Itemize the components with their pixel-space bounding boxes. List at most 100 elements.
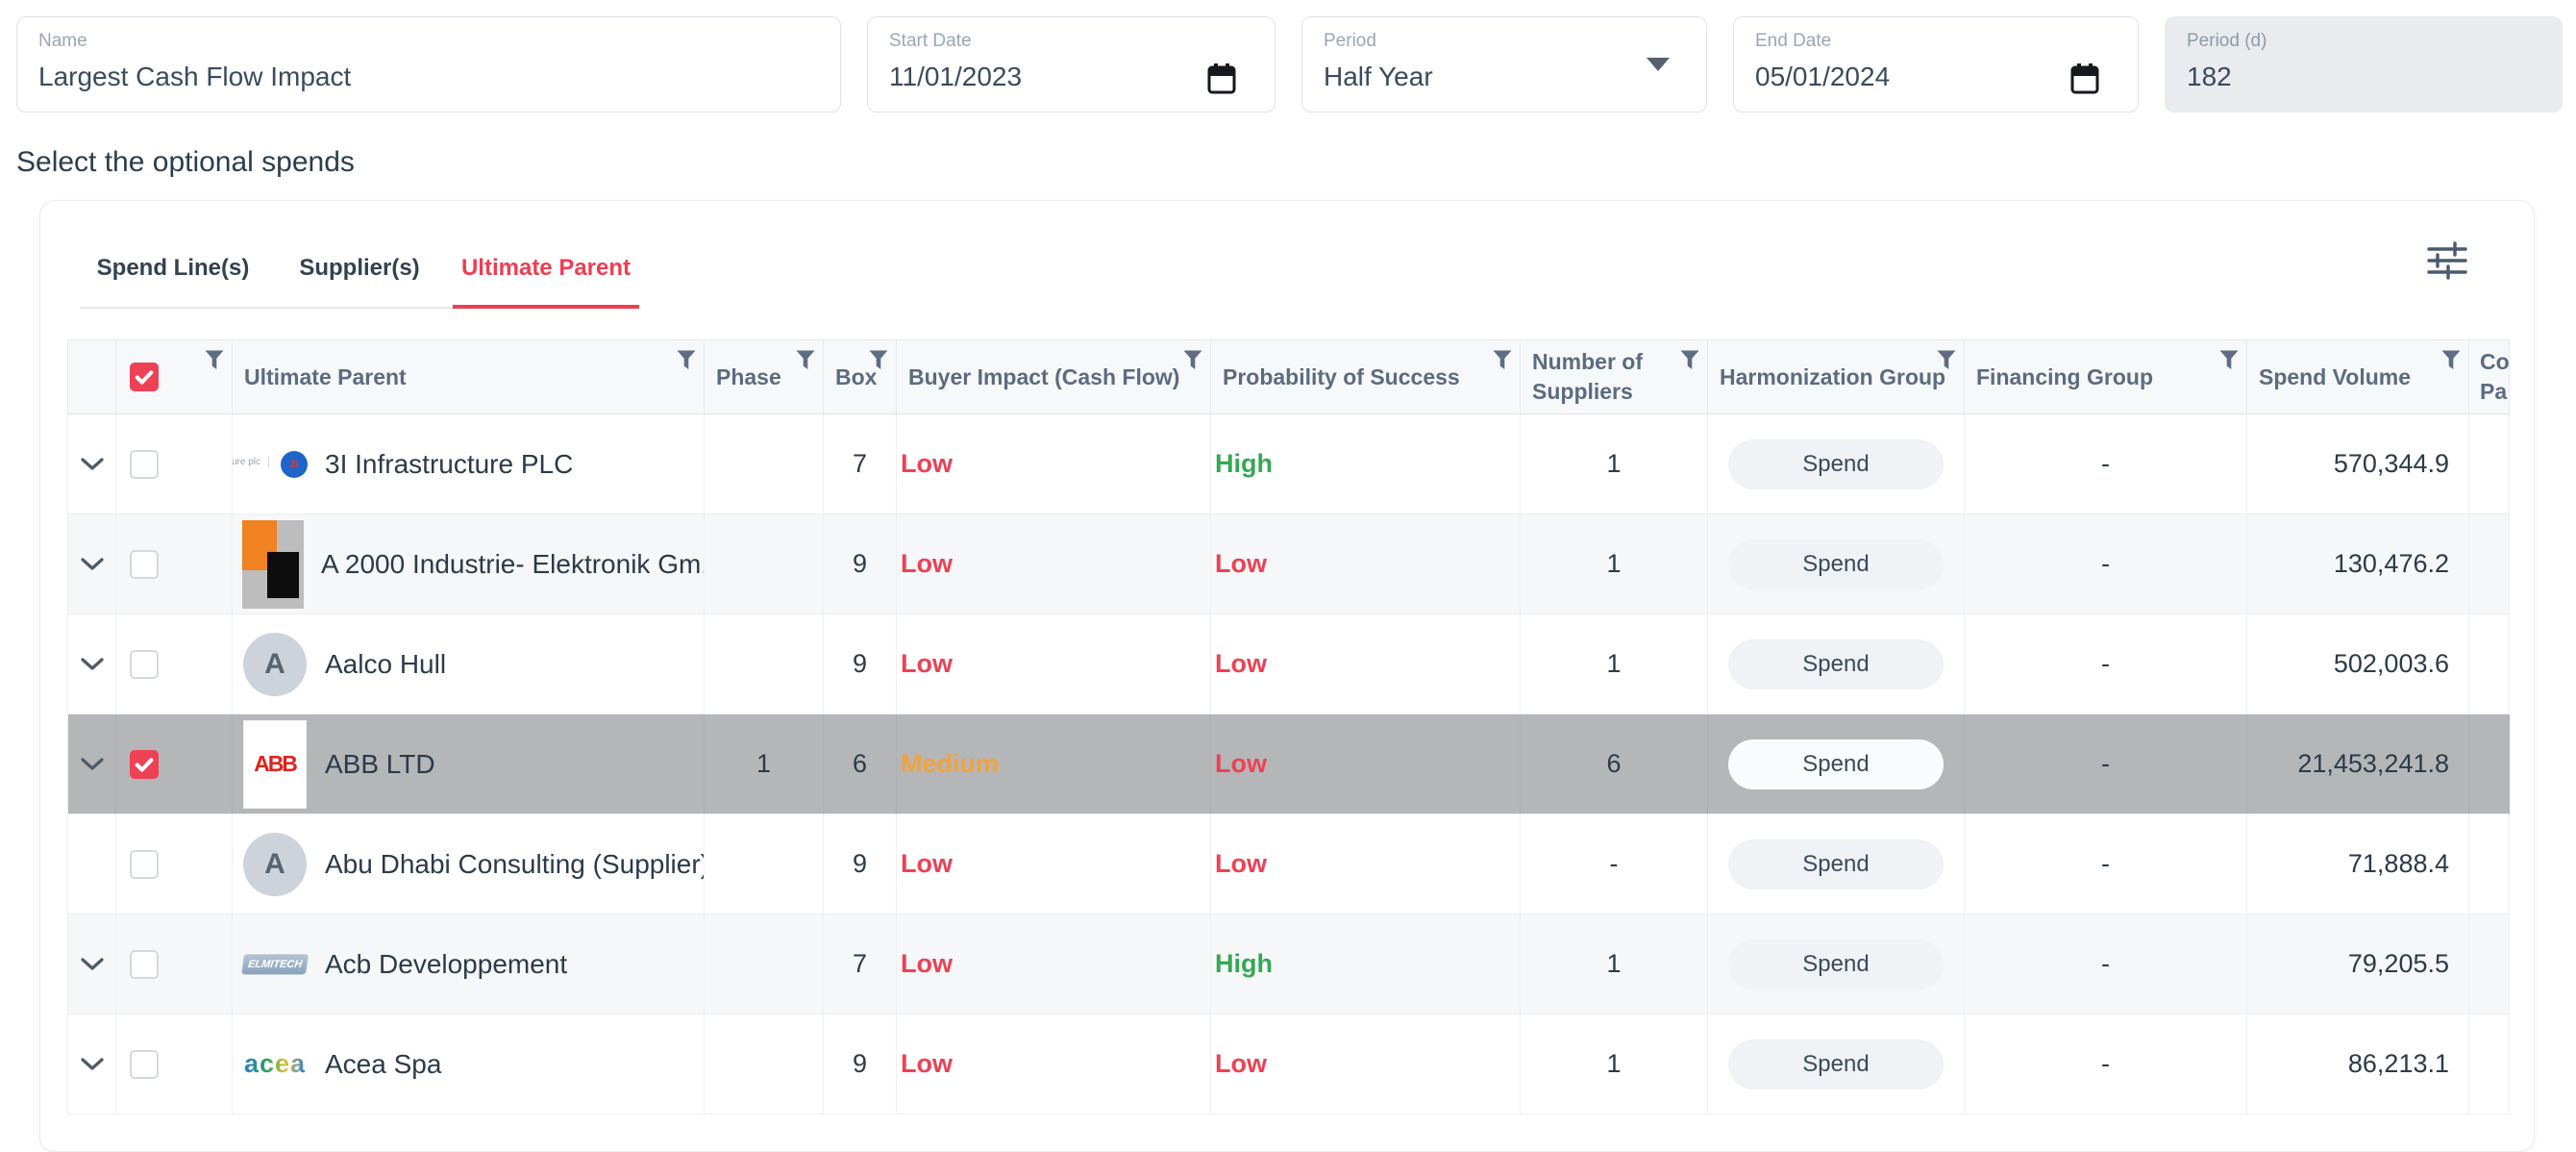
end-date-field[interactable]: End Date 05/01/2024 <box>1733 16 2139 113</box>
box-cell: 9 <box>824 514 897 614</box>
spend-pill-button[interactable]: Spend <box>1728 538 1944 589</box>
header-spend-volume: Spend Volume <box>2247 339 2469 414</box>
funnel-filter-icon[interactable] <box>795 349 816 372</box>
spend-pill-button[interactable]: Spend <box>1728 1039 1944 1089</box>
expand-cell[interactable] <box>67 514 116 614</box>
spend-volume-cell: 570,344.9 <box>2247 414 2469 514</box>
header-ultimate-parent: Ultimate Parent <box>233 339 705 414</box>
header-phase: Phase <box>705 339 824 414</box>
tab-spend-lines[interactable]: Spend Line(s) <box>80 230 266 307</box>
checkbox-cell[interactable] <box>116 714 233 814</box>
period-select-field[interactable]: Period Half Year <box>1301 16 1707 113</box>
expand-cell[interactable] <box>67 914 116 1014</box>
tab-label: Supplier(s) <box>299 255 420 281</box>
box-cell: 6 <box>824 714 897 814</box>
start-date-field[interactable]: Start Date 11/01/2023 <box>867 16 1276 113</box>
table-row[interactable]: ELMITECH Acb Developpement 7 Low High 1 S… <box>67 914 2510 1014</box>
name-value[interactable]: Largest Cash Flow Impact <box>38 62 352 91</box>
row-checkbox[interactable] <box>130 749 159 779</box>
spend-selection-card: Spend Line(s) Supplier(s) Ultimate Paren… <box>39 200 2535 1152</box>
tab-label: Spend Line(s) <box>96 255 250 281</box>
probability-cell: Low <box>1211 614 1521 714</box>
chevron-down-icon[interactable] <box>81 958 104 971</box>
calendar-icon[interactable] <box>2070 63 2099 94</box>
row-checkbox[interactable] <box>130 649 159 679</box>
funnel-filter-icon[interactable] <box>2218 349 2240 372</box>
financing-cell: - <box>1965 614 2247 714</box>
spend-pill-button[interactable]: Spend <box>1728 939 1944 989</box>
chevron-down-icon[interactable] <box>81 758 104 771</box>
row-checkbox[interactable] <box>130 1049 159 1079</box>
financing-cell: - <box>1965 714 2247 814</box>
tune-sliders-icon[interactable] <box>2424 238 2470 284</box>
table-row[interactable]: acea Acea Spa 9 Low Low 1 Spend - 86,213.… <box>67 1014 2510 1114</box>
checkbox-cell[interactable] <box>116 914 233 1014</box>
chevron-down-icon[interactable] <box>81 558 104 571</box>
expand-cell[interactable] <box>67 714 116 814</box>
checkbox-cell[interactable] <box>116 814 233 914</box>
financing-cell: - <box>1965 414 2247 514</box>
buyer-impact-cell: Low <box>897 1014 1211 1114</box>
row-checkbox[interactable] <box>130 949 159 979</box>
table-row[interactable]: A Aalco Hull 9 Low Low 1 Spend - 502,003.… <box>67 614 2510 714</box>
table-row-selected[interactable]: ABB ABB LTD 1 6 Medium Low 6 Spend - 21,4… <box>67 714 2510 814</box>
harmonization-cell: Spend <box>1708 714 1965 814</box>
phase-cell <box>705 514 824 614</box>
ultimate-parent-cell: ABB ABB LTD <box>233 714 705 814</box>
end-date-value[interactable]: 05/01/2024 <box>1755 62 1891 91</box>
name-field[interactable]: Name Largest Cash Flow Impact <box>16 16 841 113</box>
checkbox-cell[interactable] <box>116 514 233 614</box>
row-checkbox[interactable] <box>130 849 159 879</box>
spend-pill-button[interactable]: Spend <box>1728 839 1944 889</box>
row-checkbox[interactable] <box>130 449 159 479</box>
financing-cell: - <box>1965 914 2247 1014</box>
table-row[interactable]: A Abu Dhabi Consulting (Supplier) 9 Low L… <box>67 814 2510 914</box>
financing-cell: - <box>1965 1014 2247 1114</box>
start-date-value[interactable]: 11/01/2023 <box>889 62 1023 91</box>
period-days-label: Period (d) <box>2187 31 2267 51</box>
chevron-down-icon[interactable] <box>81 658 104 671</box>
tab-ultimate-parent[interactable]: Ultimate Parent <box>453 230 639 309</box>
header-financing-group: Financing Group <box>1965 339 2247 414</box>
phase-cell <box>705 614 824 714</box>
funnel-filter-icon[interactable] <box>1492 349 1513 372</box>
checkbox-cell[interactable] <box>116 1014 233 1114</box>
spend-volume-cell: 86,213.1 <box>2247 1014 2469 1114</box>
expand-cell[interactable] <box>67 1014 116 1114</box>
spend-pill-button[interactable]: Spend <box>1728 639 1944 689</box>
box-cell: 9 <box>824 614 897 714</box>
table-row[interactable]: A 2000 Industrie- Elektronik Gm.. 9 Low … <box>67 514 2510 614</box>
funnel-filter-icon[interactable] <box>204 349 225 372</box>
funnel-filter-icon[interactable] <box>1936 349 1957 372</box>
expand-cell[interactable] <box>67 614 116 714</box>
expand-cell[interactable] <box>67 414 116 514</box>
spend-pill-button[interactable]: Spend <box>1728 739 1944 789</box>
truncated-cell <box>2469 514 2510 614</box>
suppliers-cell: 1 <box>1521 614 1708 714</box>
tab-suppliers[interactable]: Supplier(s) <box>266 230 453 307</box>
funnel-filter-icon[interactable] <box>2440 349 2462 372</box>
row-checkbox[interactable] <box>130 549 159 579</box>
ultimate-parent-cell: acea Acea Spa <box>233 1014 705 1114</box>
spend-volume-cell: 130,476.2 <box>2247 514 2469 614</box>
spend-pill-button[interactable]: Spend <box>1728 438 1944 489</box>
period-value[interactable]: Half Year <box>1324 62 1433 91</box>
select-all-checkbox[interactable] <box>130 363 159 391</box>
header-truncated-column: Co Pa <box>2469 339 2510 414</box>
checkbox-cell[interactable] <box>116 414 233 514</box>
chevron-down-icon[interactable] <box>81 458 104 471</box>
dropdown-caret-icon[interactable] <box>1647 58 1670 71</box>
tab-label: Ultimate Parent <box>460 255 632 281</box>
funnel-filter-icon[interactable] <box>868 349 889 372</box>
truncated-cell <box>2469 614 2510 714</box>
phase-cell <box>705 414 824 514</box>
checkbox-cell[interactable] <box>116 614 233 714</box>
calendar-icon[interactable] <box>1207 63 1236 94</box>
funnel-filter-icon[interactable] <box>1679 349 1700 372</box>
chevron-down-icon[interactable] <box>81 1058 104 1071</box>
company-name: Aalco Hull <box>325 648 447 679</box>
funnel-filter-icon[interactable] <box>676 349 697 372</box>
funnel-filter-icon[interactable] <box>1182 349 1203 372</box>
tab-bar: Spend Line(s) Supplier(s) Ultimate Paren… <box>80 230 639 309</box>
